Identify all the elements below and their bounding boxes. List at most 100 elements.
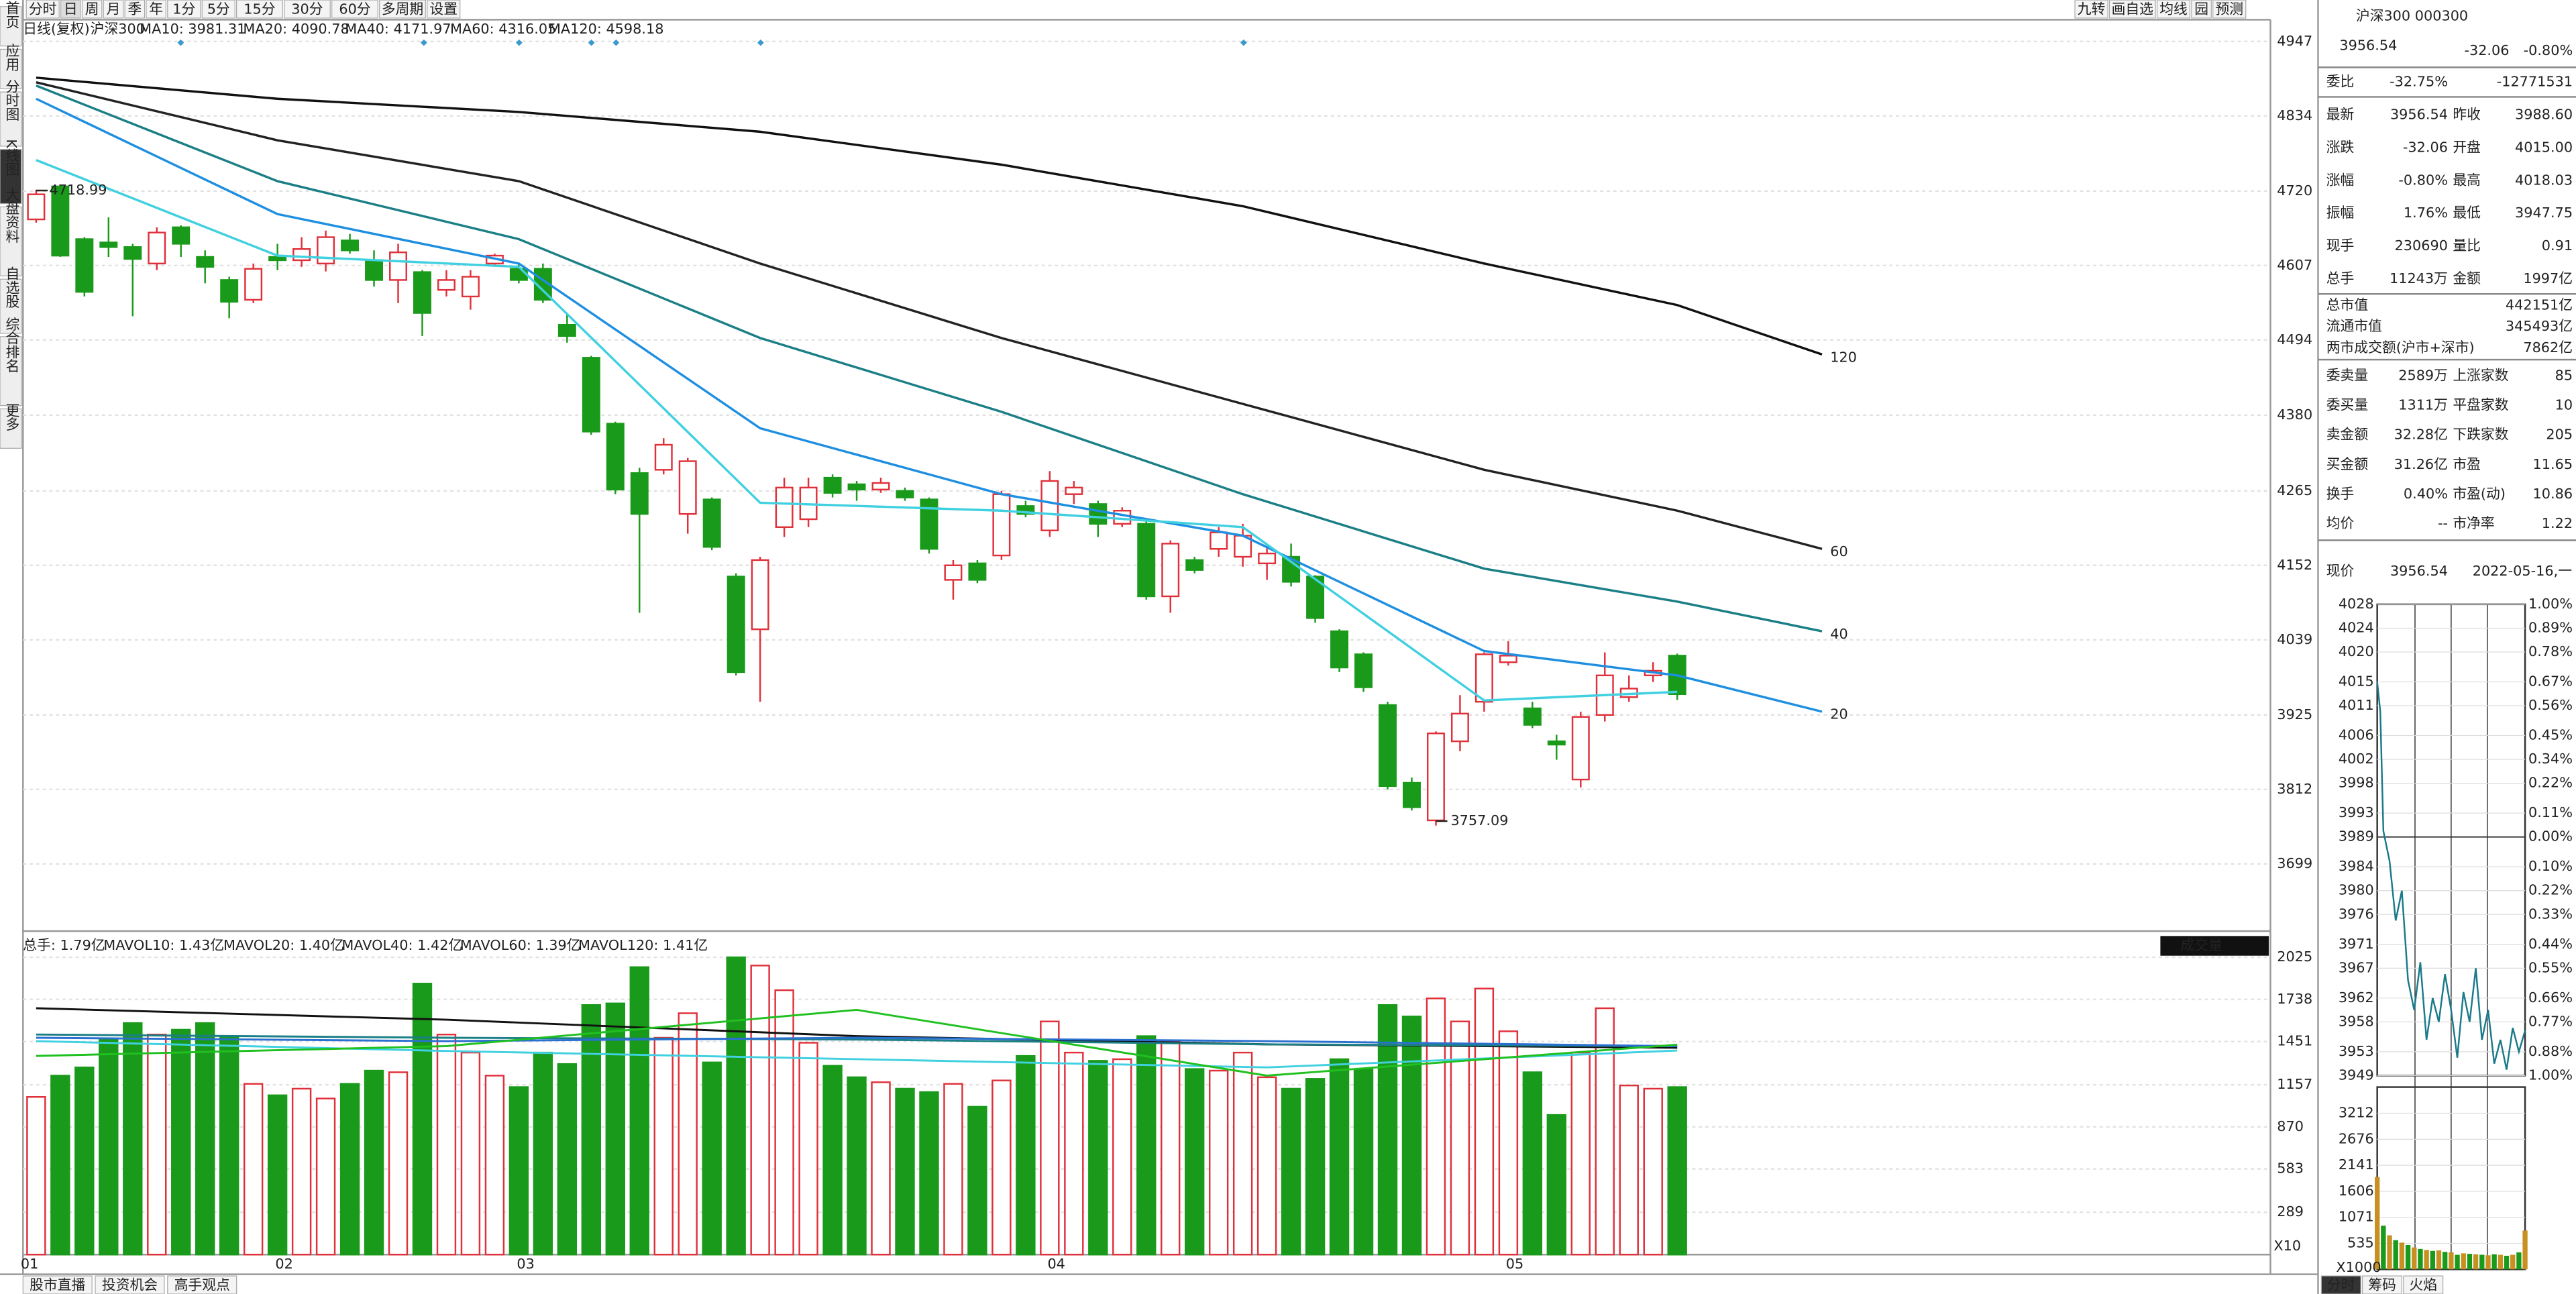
- quote-tab[interactable]: [2320, 1275, 2361, 1294]
- toolbar-label: 15分: [244, 1, 275, 17]
- side-tab[interactable]: [0, 408, 22, 449]
- candle-body: [944, 564, 963, 581]
- y-tick-label: 1606: [2339, 1183, 2374, 1199]
- volume-bar: [147, 1033, 167, 1256]
- label: 卖金额: [2326, 427, 2369, 443]
- y-tick-label: 4020: [2339, 643, 2374, 659]
- volume-bar: [581, 1004, 602, 1256]
- y-tick-label: 1157: [2277, 1076, 2312, 1092]
- legend-item: MA20: 4090.78: [243, 21, 349, 37]
- side-tab[interactable]: [0, 6, 22, 47]
- candle-body: [1450, 712, 1469, 743]
- toolbar-button[interactable]: [60, 0, 81, 19]
- side-tab-label: 大盘资料: [3, 187, 19, 243]
- volume-bar: [1088, 1060, 1108, 1256]
- label: 市盈(动): [2453, 486, 2506, 502]
- candle-body: [751, 559, 769, 631]
- volume-bar: [1498, 1030, 1519, 1256]
- value: 1997亿: [2523, 270, 2573, 286]
- quote-tab[interactable]: [2403, 1275, 2444, 1294]
- toolbar-label: 分时: [29, 1, 57, 17]
- candle-body: [582, 357, 600, 433]
- y-tick-label: 3962: [2339, 989, 2374, 1006]
- volume-bar: [1329, 1058, 1350, 1256]
- candle-body: [630, 472, 649, 515]
- bottom-tab-label: 股市直播: [30, 1277, 85, 1293]
- volume-bar: [1256, 1076, 1277, 1256]
- ma-line: [36, 159, 1678, 702]
- toolbar-button[interactable]: [103, 0, 124, 19]
- volume-bar: [533, 1051, 553, 1256]
- x-tick-label: 02: [275, 1256, 292, 1272]
- toolbar-button[interactable]: [146, 0, 166, 19]
- side-tab-label: 自选股: [3, 266, 19, 308]
- toolbar-button[interactable]: [331, 0, 378, 19]
- side-tab[interactable]: [0, 48, 22, 89]
- toolbar-label: 九转: [2078, 1, 2106, 17]
- toolbar-button[interactable]: [2156, 0, 2191, 19]
- quote-title: 沪深300 000300: [2356, 7, 2468, 23]
- pct-label: 0.11%: [2528, 804, 2573, 820]
- toolbar-button[interactable]: [427, 0, 461, 19]
- volume-bar: [508, 1086, 529, 1256]
- toolbar-label: 设置: [429, 1, 458, 17]
- volume-bar: [339, 1083, 360, 1256]
- toolbar-label: 画自选: [2112, 1, 2154, 17]
- volume-legend-item: MAVOL40: 1.42亿: [341, 937, 462, 953]
- volume-bar: [291, 1087, 312, 1256]
- side-tab[interactable]: [0, 149, 22, 205]
- label: 最新: [2326, 106, 2355, 122]
- bottom-tab[interactable]: [95, 1275, 165, 1294]
- toolbar-button[interactable]: [167, 0, 201, 19]
- candle-body: [365, 259, 384, 281]
- candle-body: [148, 231, 166, 265]
- volume-bar: [364, 1069, 384, 1256]
- y-tick-label: 3993: [2339, 804, 2374, 820]
- toolbar-button[interactable]: [379, 0, 426, 19]
- value: 1.76%: [2404, 205, 2448, 221]
- y-tick-label: 2141: [2339, 1156, 2374, 1173]
- label: 买金额: [2326, 456, 2369, 472]
- quote-tab[interactable]: [2362, 1275, 2403, 1294]
- y-tick-label: 1451: [2277, 1033, 2312, 1049]
- toolbar-button[interactable]: [2074, 0, 2108, 19]
- toolbar-button[interactable]: [201, 0, 235, 19]
- bottom-tab-label: 投资机会: [102, 1277, 158, 1293]
- side-tab[interactable]: [0, 278, 22, 334]
- pct-label: 1.00%: [2528, 1067, 2573, 1083]
- label: 两市成交额(沪市+深市): [2326, 339, 2475, 356]
- pct-label: 0.22%: [2528, 882, 2573, 898]
- toolbar-button[interactable]: [2212, 0, 2247, 19]
- candle-body: [1426, 733, 1445, 822]
- candle-body: [1113, 510, 1132, 525]
- volume-bar: [678, 1012, 698, 1256]
- candle-body: [244, 268, 263, 301]
- toolbar-button[interactable]: [284, 0, 331, 19]
- ma-line: [36, 81, 1823, 550]
- toolbar-button[interactable]: [81, 0, 103, 19]
- toolbar-label: 60分: [339, 1, 370, 17]
- bottom-tab[interactable]: [22, 1275, 93, 1294]
- quote-price: 3956.54: [2339, 38, 2397, 54]
- value: -32.75%: [2390, 73, 2448, 89]
- toolbar-button[interactable]: [2191, 0, 2212, 19]
- side-tab[interactable]: [0, 336, 22, 407]
- legend-item: MA10: 3981.31: [140, 21, 246, 37]
- volume-bar: [1232, 1051, 1253, 1256]
- toolbar-button[interactable]: [236, 0, 283, 19]
- side-tab[interactable]: [0, 91, 22, 147]
- y-tick-label: 4028: [2339, 596, 2374, 612]
- candle-body: [968, 562, 987, 581]
- volume-selector[interactable]: [2160, 936, 2269, 956]
- volume-bar: [726, 956, 746, 1256]
- side-tab[interactable]: [0, 206, 22, 276]
- legend-item: MA60: 4316.05: [450, 21, 556, 37]
- label: 市净率: [2453, 515, 2494, 531]
- volume-bar: [1426, 998, 1446, 1256]
- toolbar-button[interactable]: [2108, 0, 2156, 19]
- toolbar-button[interactable]: [25, 0, 60, 19]
- toolbar-button[interactable]: [124, 0, 146, 19]
- y-tick-label: 3971: [2339, 936, 2374, 952]
- value: -12771531: [2497, 73, 2573, 89]
- bottom-tab[interactable]: [167, 1275, 237, 1294]
